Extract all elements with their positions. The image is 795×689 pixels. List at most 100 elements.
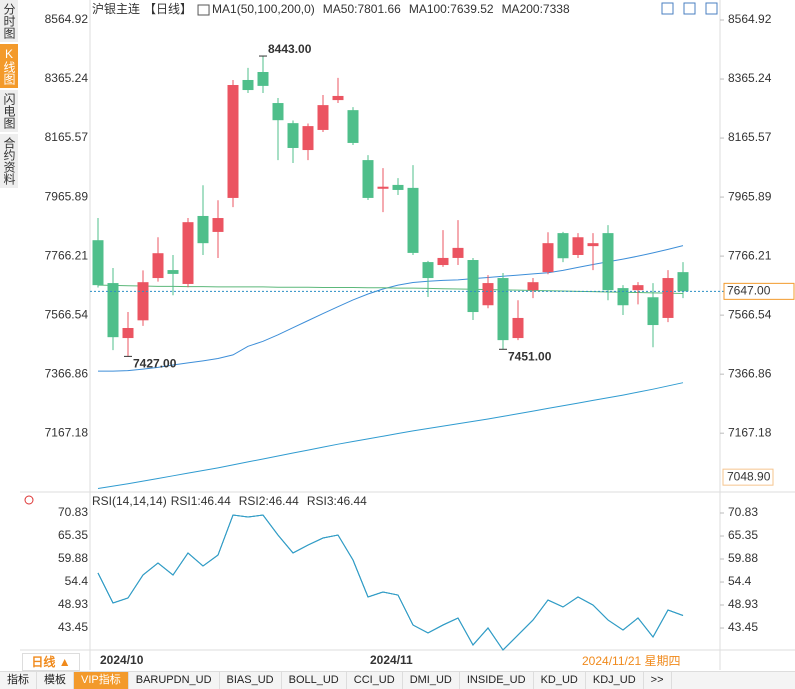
- candle-body: [377, 186, 389, 189]
- extreme-label: 7451.00: [508, 349, 552, 363]
- indicator-line: [98, 245, 684, 372]
- candle-body: [422, 262, 434, 279]
- y-tick-label: 43.45: [728, 620, 758, 634]
- y-tick-label: 7566.54: [45, 307, 89, 321]
- candle-body: [587, 243, 599, 247]
- last-price-label: 7647.00: [727, 284, 771, 298]
- cursor-date: 2024/11/21 星期四: [582, 654, 681, 668]
- indicator-tab[interactable]: 指标: [0, 672, 37, 689]
- indicator-line: [97, 382, 684, 490]
- candle-body: [122, 328, 134, 339]
- y-tick-label: 7965.89: [45, 189, 89, 203]
- crosshair-icon: [24, 495, 34, 505]
- y-bound-box: [722, 468, 774, 486]
- y-tick-label: 59.88: [728, 551, 758, 565]
- candle-body: [287, 123, 299, 148]
- indicator-tab[interactable]: KDJ_UD: [586, 672, 644, 689]
- indicator-line: [97, 514, 684, 651]
- candle-body: [107, 283, 119, 338]
- candle-body: [272, 103, 284, 121]
- y-tick-label: 48.93: [58, 597, 88, 611]
- indicator-tab[interactable]: BOLL_UD: [282, 672, 347, 689]
- candle-body: [497, 278, 509, 341]
- x-tick-label: 2024/10: [100, 653, 144, 667]
- y-tick-label: 43.45: [58, 620, 88, 634]
- legend-item: MA1(50,100,200,0): [212, 2, 315, 16]
- candle-body: [602, 233, 614, 291]
- indicator-line: [97, 514, 684, 651]
- x-tick-label: 2024/11: [370, 653, 413, 667]
- legend-item: MA200:7338: [502, 2, 570, 16]
- indicator-tab[interactable]: 模板: [37, 672, 74, 689]
- candle-body: [557, 233, 569, 259]
- extreme-label: 7427.00: [133, 357, 177, 371]
- candle-body: [347, 110, 359, 143]
- y-tick-label: 65.35: [728, 528, 758, 542]
- candle-body: [92, 240, 104, 286]
- candle-body: [227, 85, 239, 198]
- toolbar-icon: [661, 2, 674, 15]
- candle-body: [482, 283, 494, 306]
- legend-item: MA100:7639.52: [409, 2, 494, 16]
- indicator-tab[interactable]: BIAS_UD: [220, 672, 282, 689]
- indicator-tab[interactable]: VIP指标: [74, 672, 129, 689]
- candle-body: [632, 285, 644, 291]
- indicator-tab[interactable]: DMI_UD: [403, 672, 460, 689]
- y-tick-label: 70.83: [728, 505, 758, 519]
- candle-body: [392, 184, 404, 190]
- candle-body: [452, 247, 464, 258]
- indicator-tab[interactable]: >>: [644, 672, 672, 689]
- y-tick-label: 7366.86: [728, 366, 772, 380]
- toolbar-icon: [705, 2, 718, 15]
- y-tick-label: 59.88: [58, 551, 88, 565]
- indicator-tab[interactable]: CCI_UD: [347, 672, 403, 689]
- extreme-label: 8443.00: [268, 42, 312, 56]
- candle-body: [152, 253, 164, 279]
- candle-body: [182, 222, 194, 284]
- side-tab[interactable]: K线图: [0, 44, 18, 88]
- legend-item: RSI3:46.44: [307, 494, 367, 508]
- y-tick-label: 7766.21: [45, 248, 89, 262]
- y-tick-label: 8564.92: [728, 12, 772, 26]
- side-tab[interactable]: 分时图: [0, 0, 18, 42]
- y-tick-label: 8165.57: [728, 130, 772, 144]
- legend-item: MA50:7801.66: [323, 2, 401, 16]
- y-tick-label: 7167.18: [728, 425, 772, 439]
- side-tab[interactable]: 合约资料: [0, 134, 18, 188]
- y-tick-label: 70.83: [58, 505, 88, 519]
- indicator-tab[interactable]: KD_UD: [534, 672, 586, 689]
- period-selector[interactable]: 日线 ▲: [22, 653, 80, 671]
- indicator-tab[interactable]: INSIDE_UD: [460, 672, 534, 689]
- indicator-tabs: 指标 模板 VIP指标 BARUPDN_UD BIAS_UD BOLL_UD CCI_UD D…: [0, 671, 795, 689]
- candle-body: [572, 237, 584, 255]
- y-tick-label: 7766.21: [728, 248, 772, 262]
- side-tab[interactable]: 闪电图: [0, 90, 18, 132]
- candle-body: [332, 95, 344, 101]
- candle-body: [647, 297, 659, 326]
- y-tick-label: 54.4: [65, 574, 89, 588]
- candle-body: [527, 282, 539, 291]
- indicator-tab[interactable]: BARUPDN_UD: [129, 672, 220, 689]
- toolbar-icon: [683, 2, 696, 15]
- legend-item: 【日线】: [144, 2, 192, 16]
- y-tick-label: 8365.24: [45, 71, 89, 85]
- candle-body: [197, 215, 209, 244]
- candle-body: [212, 218, 224, 232]
- y-tick-label: 8165.57: [45, 130, 89, 144]
- candle-body: [242, 79, 254, 91]
- candle-body: [317, 105, 329, 130]
- y-tick-label: 65.35: [58, 528, 88, 542]
- sidebar: 分时图 K线图闪电图合约资料: [0, 0, 18, 188]
- y-tick-label: 7167.18: [45, 425, 89, 439]
- candle-body: [467, 260, 479, 313]
- indicator-icon: [197, 4, 210, 16]
- legend-item: 沪银主连: [92, 1, 140, 16]
- candle-body: [257, 72, 269, 86]
- last-price-box: [723, 282, 795, 300]
- candle-body: [407, 187, 419, 253]
- candle-body: [437, 257, 449, 266]
- candle-body: [512, 317, 524, 339]
- candle-body: [662, 278, 674, 318]
- y-tick-label: 48.93: [728, 597, 758, 611]
